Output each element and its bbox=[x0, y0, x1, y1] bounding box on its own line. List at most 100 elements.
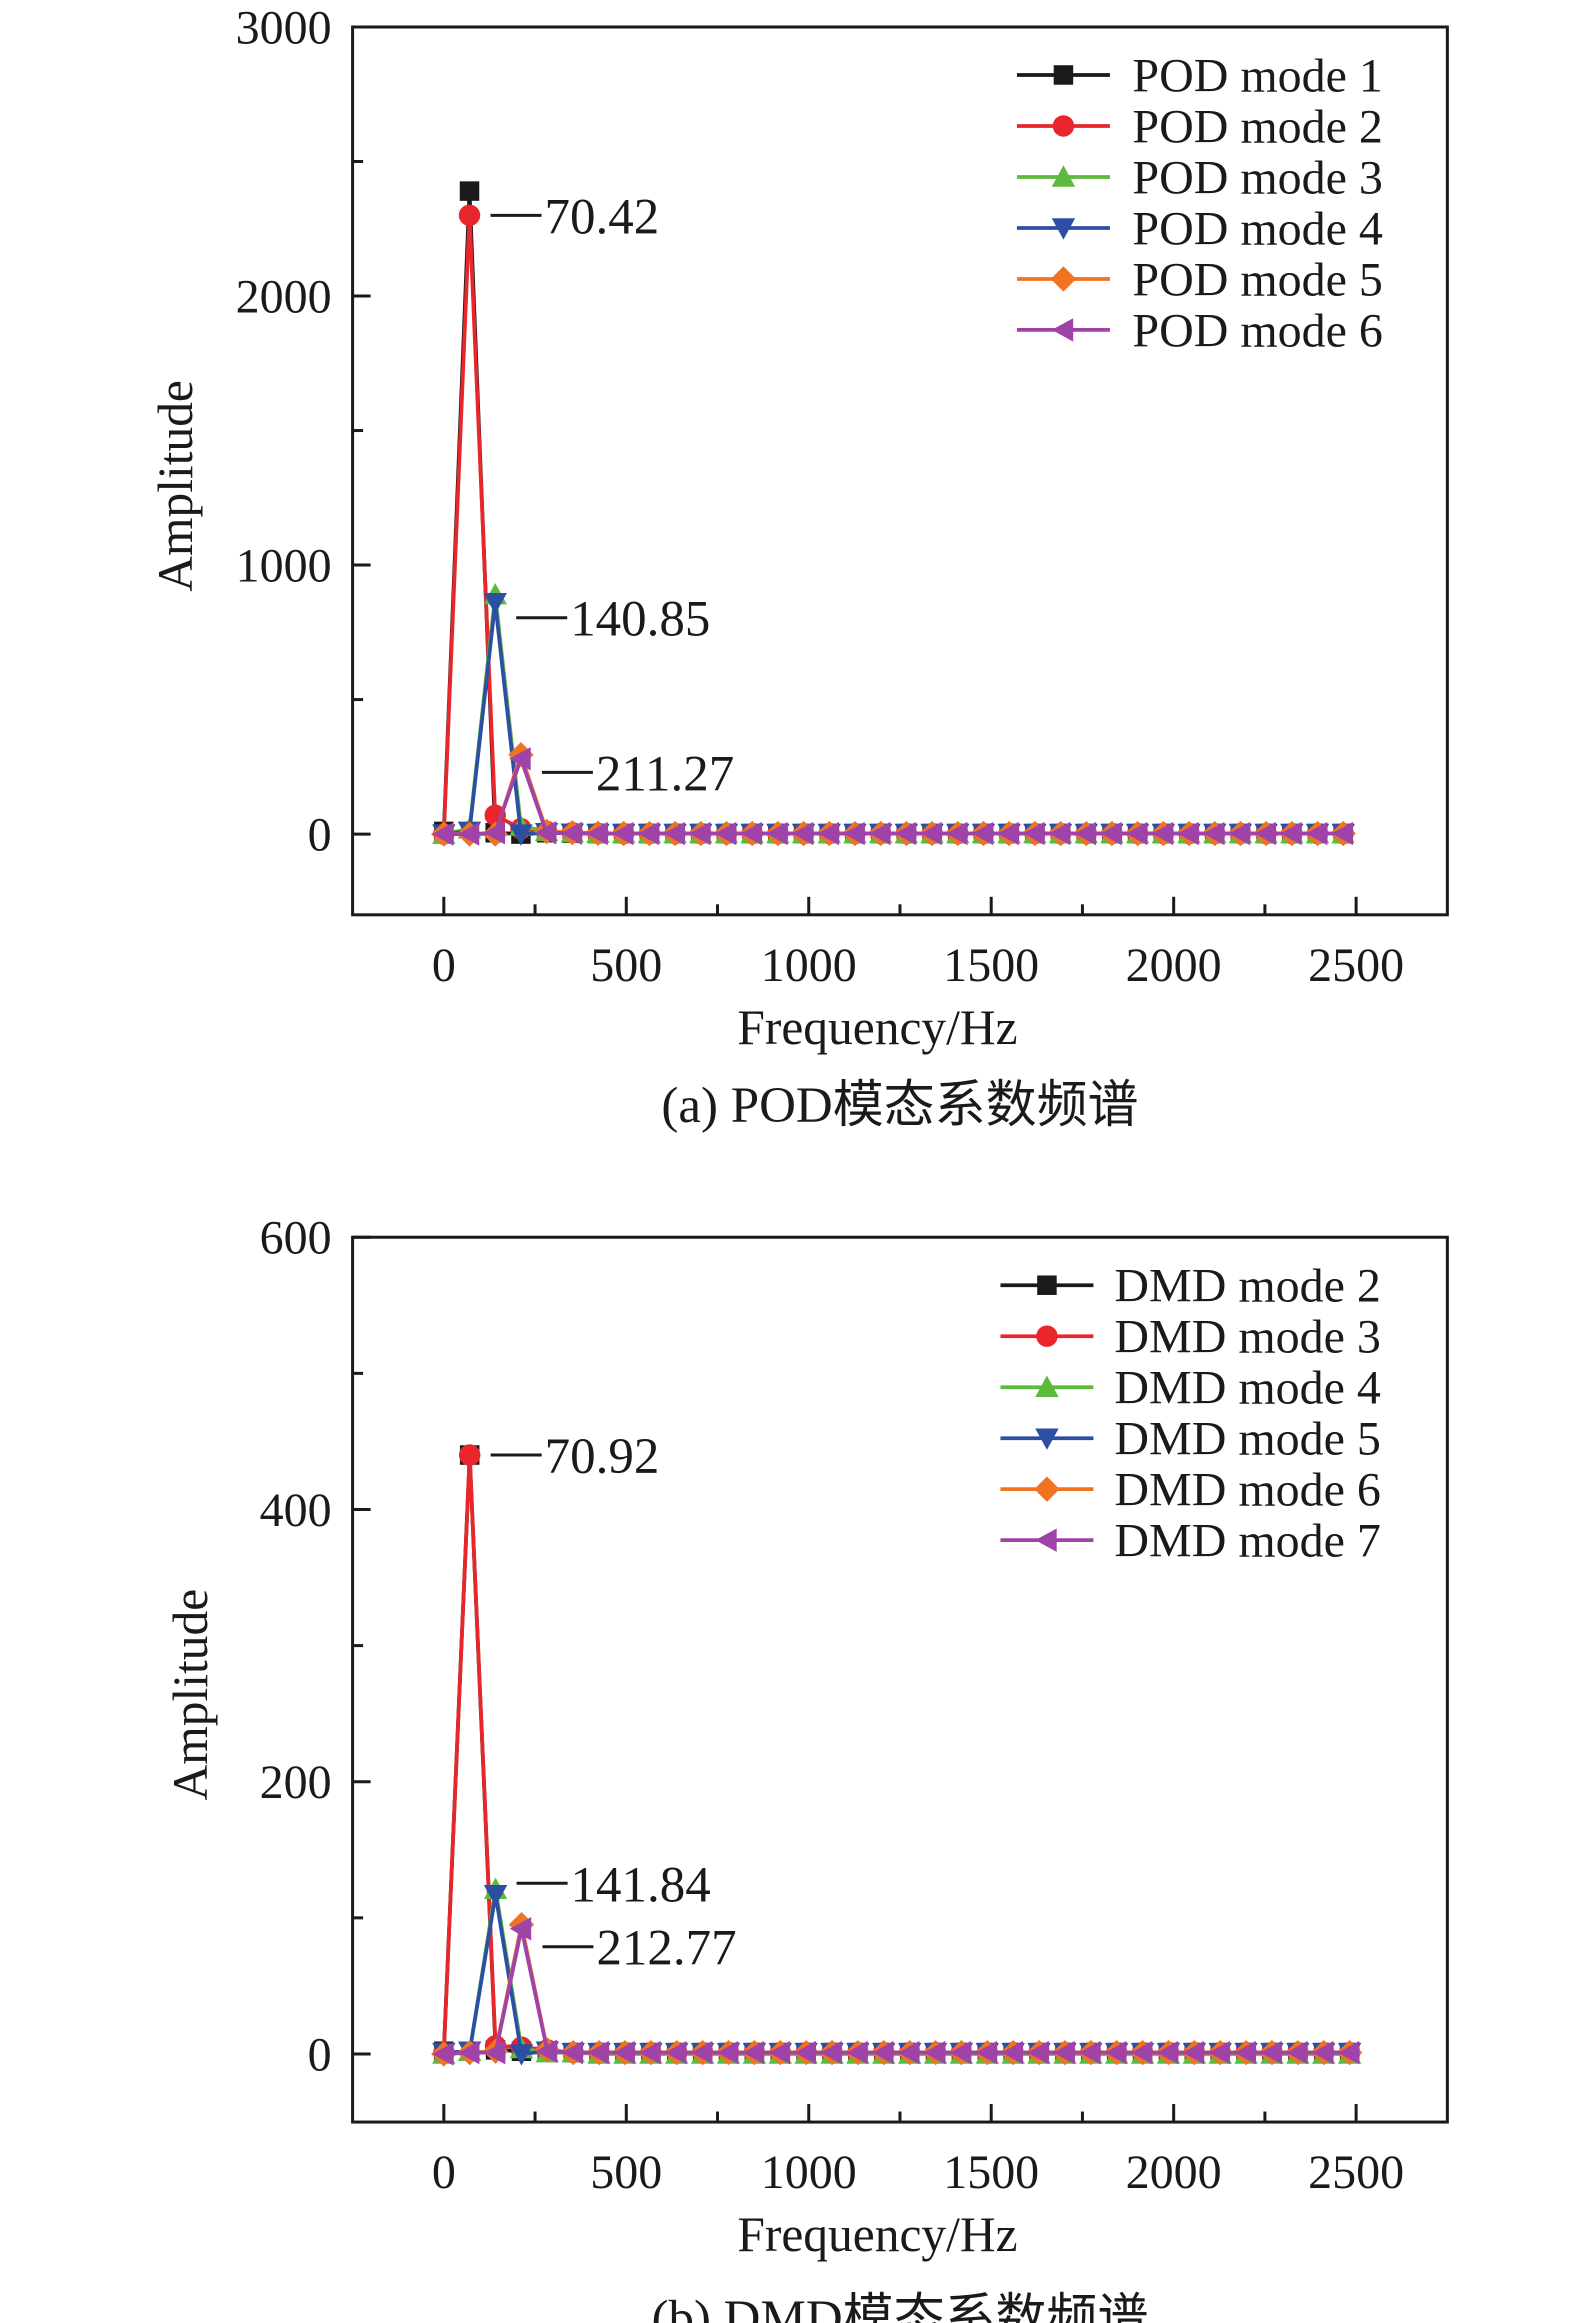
data-point bbox=[1260, 2040, 1282, 2065]
data-point bbox=[1001, 2040, 1023, 2065]
data-point bbox=[868, 821, 891, 846]
data-point bbox=[1125, 821, 1148, 846]
data-point bbox=[432, 822, 454, 846]
series-line bbox=[443, 1894, 1350, 2057]
data-point bbox=[432, 2042, 454, 2066]
data-point bbox=[716, 2040, 739, 2065]
legend-marker bbox=[1051, 318, 1074, 342]
data-point bbox=[561, 2040, 583, 2065]
data-point bbox=[587, 2040, 609, 2065]
legend-marker bbox=[1037, 1275, 1057, 1295]
legend-marker bbox=[1052, 115, 1075, 137]
data-point bbox=[586, 821, 608, 846]
legend-marker bbox=[1053, 65, 1074, 85]
data-point bbox=[843, 821, 865, 846]
data-point bbox=[483, 2040, 506, 2065]
legend-marker bbox=[1050, 266, 1077, 292]
y-tick-label: 2000 bbox=[236, 271, 332, 324]
data-point bbox=[791, 821, 814, 846]
x-tick-label: 500 bbox=[590, 939, 662, 992]
x-tick-label: 1000 bbox=[761, 939, 857, 992]
series-line bbox=[443, 753, 1344, 836]
data-point bbox=[894, 821, 917, 846]
data-point bbox=[637, 821, 660, 846]
legend-label: POD mode 4 bbox=[1132, 202, 1383, 255]
legend-label: DMD mode 5 bbox=[1114, 1413, 1380, 1466]
chart-caption: (b) DMD模态系数频谱 bbox=[652, 2291, 1149, 2323]
data-point bbox=[535, 2039, 558, 2063]
legend-marker bbox=[1051, 165, 1076, 187]
data-point bbox=[1074, 821, 1097, 846]
series-line bbox=[443, 1924, 1350, 2056]
data-point bbox=[1156, 2040, 1179, 2065]
data-point bbox=[740, 821, 762, 846]
legend-label: POD mode 1 bbox=[1132, 49, 1383, 102]
data-point bbox=[714, 821, 737, 846]
data-point bbox=[1254, 821, 1276, 846]
data-point bbox=[509, 824, 533, 846]
series-line bbox=[443, 748, 1344, 836]
data-point bbox=[820, 2040, 842, 2065]
data-point bbox=[949, 2040, 972, 2065]
data-point bbox=[459, 181, 480, 201]
data-point bbox=[665, 2040, 687, 2065]
data-point bbox=[1151, 821, 1174, 846]
x-tick-label: 2000 bbox=[1126, 2146, 1222, 2199]
data-point bbox=[1234, 2040, 1256, 2065]
data-point bbox=[1208, 2040, 1230, 2065]
series-pod-mode-6 bbox=[432, 747, 1353, 846]
y-tick-label: 0 bbox=[308, 809, 332, 862]
data-point bbox=[457, 822, 480, 846]
x-tick-label: 500 bbox=[590, 2146, 662, 2199]
data-point bbox=[1228, 821, 1251, 846]
data-point bbox=[975, 2040, 998, 2065]
y-tick-label: 600 bbox=[260, 1212, 332, 1265]
y-tick-label: 3000 bbox=[236, 1, 332, 54]
peak-annotation: 70.92 bbox=[545, 1429, 660, 1485]
data-point bbox=[920, 821, 942, 846]
data-point bbox=[639, 2040, 661, 2065]
data-point bbox=[509, 1917, 532, 1941]
data-point bbox=[794, 2040, 816, 2065]
y-axis-label: Amplitude bbox=[163, 1589, 218, 1801]
data-point bbox=[1286, 2040, 1308, 2065]
legend-label: POD mode 3 bbox=[1132, 151, 1383, 204]
data-point bbox=[1130, 2040, 1153, 2065]
chart-b: 0 500 1000 1500 2000 2500 0 200 400 600 Frequency/… bbox=[163, 1212, 1449, 2323]
data-point bbox=[1331, 821, 1353, 846]
data-point bbox=[689, 821, 711, 846]
data-point bbox=[611, 821, 634, 846]
data-point bbox=[1182, 2040, 1205, 2065]
series-line bbox=[443, 1888, 1350, 2056]
legend-label: DMD mode 2 bbox=[1114, 1260, 1380, 1313]
data-point bbox=[1100, 821, 1122, 846]
legend-marker bbox=[1035, 1428, 1059, 1450]
legend-label: DMD mode 3 bbox=[1114, 1311, 1380, 1364]
data-point bbox=[1105, 2040, 1127, 2065]
chart-a: 0 500 1000 1500 2000 2500 0 1000 2000 3000 Frequen… bbox=[148, 1, 1449, 1134]
y-tick-label: 0 bbox=[308, 2028, 332, 2081]
legend-marker bbox=[1051, 218, 1076, 240]
data-point bbox=[742, 2040, 765, 2065]
data-point bbox=[534, 821, 557, 845]
data-point bbox=[846, 2040, 868, 2065]
data-point bbox=[458, 204, 481, 227]
x-tick-label: 2500 bbox=[1308, 939, 1404, 992]
data-point bbox=[897, 2040, 920, 2065]
y-tick-label: 400 bbox=[260, 1484, 332, 1537]
data-point bbox=[1337, 2040, 1360, 2065]
x-tick-label: 1500 bbox=[943, 939, 1039, 992]
peak-annotation: 211.27 bbox=[596, 746, 734, 802]
y-tick-label: 1000 bbox=[236, 540, 332, 593]
data-point bbox=[457, 2040, 480, 2065]
data-point bbox=[458, 1444, 481, 1466]
x-axis-label: Frequency/Hz bbox=[737, 2207, 1017, 2262]
legend-marker bbox=[1035, 1528, 1057, 1552]
series-dmd-mode-7 bbox=[432, 1917, 1360, 2066]
data-point bbox=[509, 747, 531, 771]
data-point bbox=[483, 592, 507, 615]
y-axis-label: Amplitude bbox=[148, 380, 203, 592]
data-point bbox=[663, 821, 685, 846]
data-point bbox=[1203, 821, 1225, 846]
